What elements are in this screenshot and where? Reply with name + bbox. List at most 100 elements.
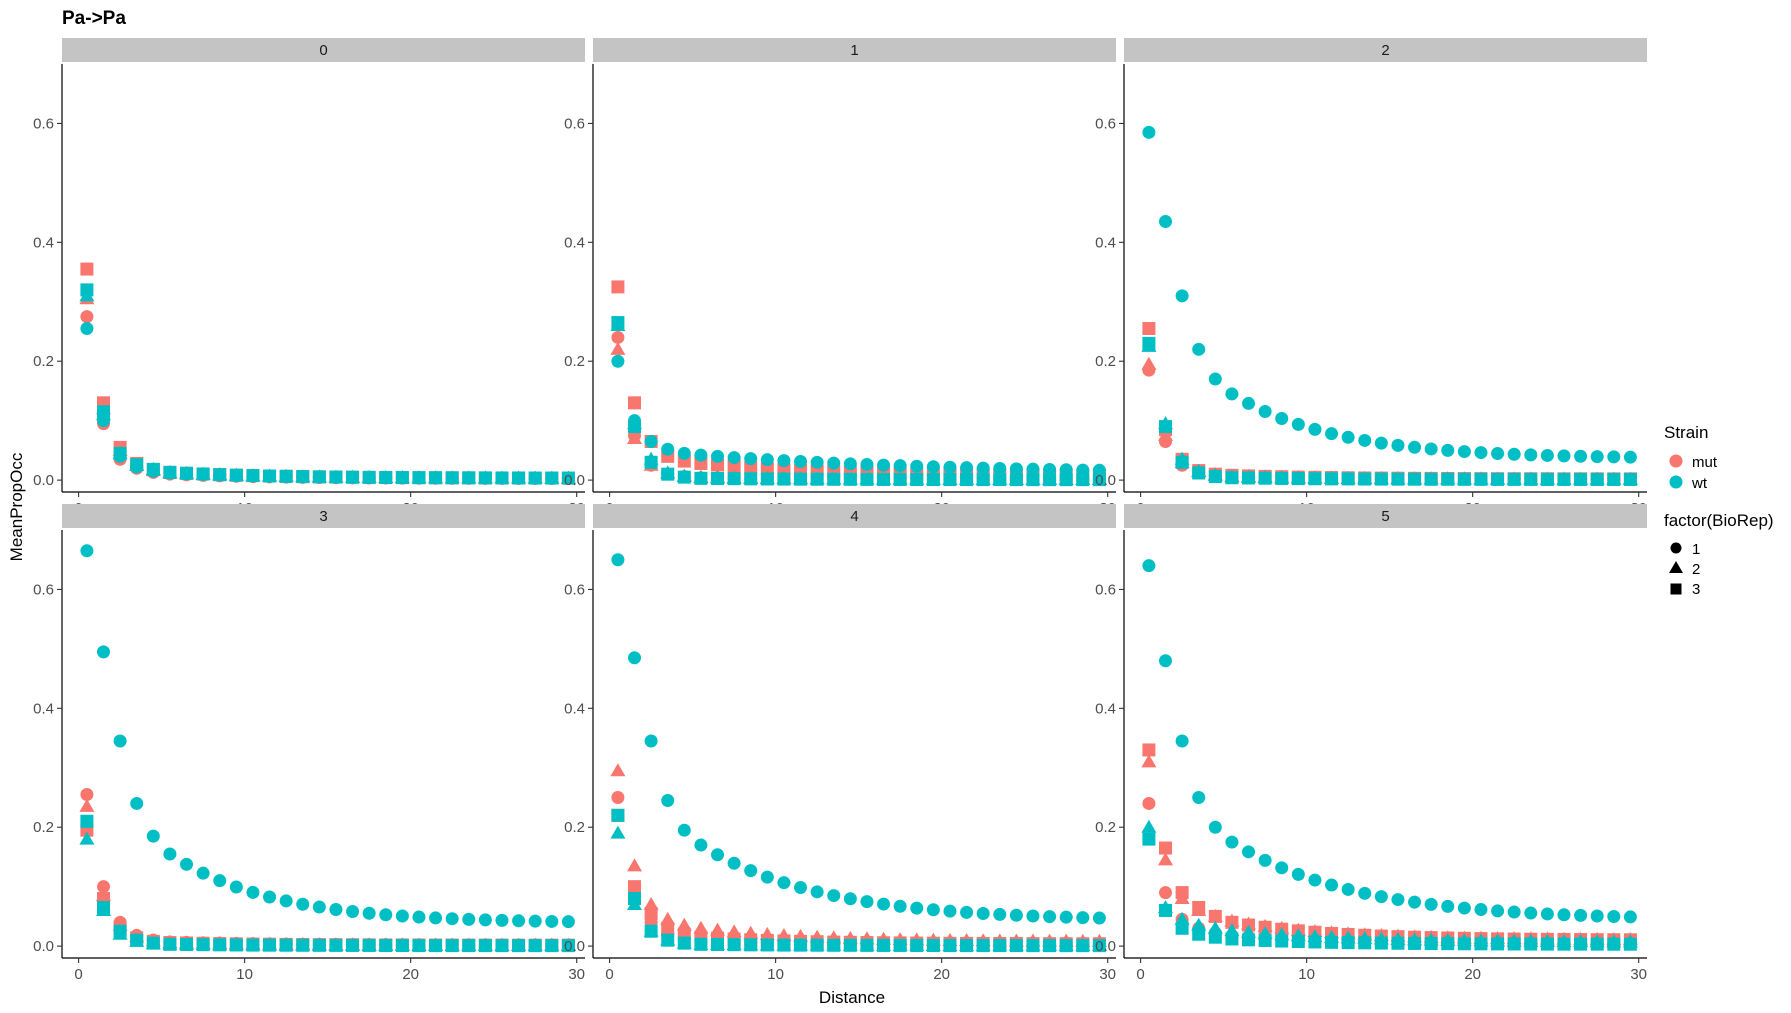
y-axis-title: MeanPropOcc bbox=[7, 452, 26, 561]
y-tick-label: 0.6 bbox=[1095, 581, 1116, 598]
point-wt-rep3 bbox=[960, 473, 974, 487]
point-wt-rep1 bbox=[1424, 442, 1438, 456]
point-wt-rep1 bbox=[163, 847, 177, 861]
point-wt-rep1 bbox=[445, 912, 459, 926]
point-wt-rep1 bbox=[1192, 791, 1206, 804]
point-wt-rep3 bbox=[1358, 936, 1372, 950]
point-wt-rep1 bbox=[246, 885, 260, 899]
point-wt-rep1 bbox=[80, 322, 94, 336]
point-wt-rep3 bbox=[1408, 472, 1422, 486]
point-wt-rep3 bbox=[1524, 937, 1538, 951]
point-mut-rep1 bbox=[611, 330, 625, 344]
point-wt-rep3 bbox=[926, 473, 940, 487]
point-wt-rep3 bbox=[1308, 935, 1322, 949]
point-mut-rep1 bbox=[97, 880, 111, 894]
point-wt-rep1 bbox=[877, 458, 891, 472]
point-wt-rep3 bbox=[1441, 472, 1455, 486]
facet-panel-5: 5 0.0 0.2 0.4 0.6 0 10 20 30 bbox=[1095, 504, 1647, 983]
point-wt-rep3 bbox=[1275, 934, 1289, 948]
point-wt-rep3 bbox=[279, 938, 293, 952]
point-wt-rep1 bbox=[1142, 559, 1156, 573]
point-mut-rep3 bbox=[628, 396, 642, 410]
legend-label-biorep-3: 3 bbox=[1692, 581, 1700, 598]
y-tick-label: 0.4 bbox=[564, 234, 585, 251]
point-wt-rep1 bbox=[843, 457, 857, 471]
point-wt-rep3 bbox=[512, 939, 526, 953]
point-wt-rep1 bbox=[1441, 899, 1455, 913]
point-wt-rep1 bbox=[677, 823, 691, 837]
point-wt-rep3 bbox=[213, 468, 227, 482]
point-wt-rep3 bbox=[827, 938, 841, 952]
point-wt-rep1 bbox=[1358, 433, 1372, 447]
point-wt-rep3 bbox=[794, 938, 808, 952]
point-wt-rep3 bbox=[843, 472, 857, 486]
y-tick-label: 0.2 bbox=[564, 819, 585, 836]
point-wt-rep3 bbox=[1225, 471, 1239, 485]
facet-strip-label: 5 bbox=[1381, 508, 1389, 525]
point-wt-rep3 bbox=[644, 924, 658, 938]
point-wt-rep3 bbox=[1026, 473, 1040, 487]
point-wt-rep1 bbox=[760, 870, 774, 884]
point-wt-rep3 bbox=[1308, 472, 1322, 486]
point-mut-rep3 bbox=[1192, 900, 1206, 914]
point-wt-rep3 bbox=[545, 471, 559, 485]
point-wt-rep3 bbox=[263, 938, 277, 952]
point-wt-rep1 bbox=[1208, 372, 1222, 386]
point-wt-rep1 bbox=[926, 903, 940, 917]
point-wt-rep3 bbox=[113, 924, 127, 938]
point-wt-rep1 bbox=[1341, 882, 1355, 896]
point-wt-rep1 bbox=[661, 442, 675, 456]
point-wt-rep1 bbox=[1242, 845, 1256, 859]
point-wt-rep2 bbox=[610, 825, 626, 839]
point-wt-rep1 bbox=[462, 912, 476, 926]
point-wt-rep1 bbox=[1225, 835, 1239, 849]
point-wt-rep3 bbox=[993, 939, 1007, 953]
point-wt-rep3 bbox=[429, 471, 443, 485]
point-wt-rep1 bbox=[677, 446, 691, 460]
point-wt-rep1 bbox=[528, 914, 542, 928]
point-mut-rep1 bbox=[80, 310, 94, 324]
point-mut-rep2 bbox=[1141, 356, 1157, 370]
x-tick-label: 20 bbox=[402, 966, 419, 983]
point-wt-rep3 bbox=[1358, 472, 1372, 486]
point-wt-rep3 bbox=[628, 420, 642, 434]
point-wt-rep3 bbox=[1590, 472, 1604, 486]
point-mut-rep3 bbox=[1142, 322, 1156, 336]
point-wt-rep3 bbox=[146, 936, 160, 950]
point-wt-rep3 bbox=[97, 900, 111, 914]
x-tick-label: 30 bbox=[1630, 966, 1647, 983]
point-wt-rep3 bbox=[130, 933, 144, 947]
point-wt-rep1 bbox=[1258, 853, 1272, 867]
point-wt-rep3 bbox=[1076, 939, 1090, 953]
point-wt-rep3 bbox=[628, 892, 642, 906]
y-tick-label: 0.0 bbox=[564, 472, 585, 489]
legend-label-mut: mut bbox=[1692, 454, 1718, 471]
point-wt-rep3 bbox=[1491, 472, 1505, 486]
point-wt-rep3 bbox=[1325, 935, 1339, 949]
facet-strip bbox=[593, 38, 1116, 62]
point-wt-rep3 bbox=[611, 808, 625, 822]
point-wt-rep3 bbox=[1457, 937, 1471, 951]
y-tick-label: 0.0 bbox=[33, 472, 54, 489]
point-wt-rep3 bbox=[727, 938, 741, 952]
point-wt-rep3 bbox=[794, 472, 808, 486]
point-wt-rep3 bbox=[1325, 472, 1339, 486]
point-wt-rep3 bbox=[445, 471, 459, 485]
point-wt-rep3 bbox=[246, 938, 260, 952]
point-wt-rep3 bbox=[1507, 937, 1521, 951]
y-tick-label: 0.6 bbox=[33, 115, 54, 132]
point-mut-rep3 bbox=[628, 880, 642, 894]
x-tick-label: 0 bbox=[605, 966, 613, 983]
legend-title-strain: Strain bbox=[1664, 423, 1708, 442]
point-wt-rep1 bbox=[926, 460, 940, 474]
point-wt-rep3 bbox=[146, 462, 160, 476]
point-wt-rep3 bbox=[860, 472, 874, 486]
x-axis-title: Distance bbox=[819, 988, 885, 1007]
point-wt-rep3 bbox=[395, 471, 409, 485]
point-wt-rep1 bbox=[843, 892, 857, 906]
point-wt-rep3 bbox=[1574, 472, 1588, 486]
point-mut-rep3 bbox=[661, 921, 675, 935]
point-wt-rep1 bbox=[628, 651, 642, 665]
y-tick-label: 0.6 bbox=[1095, 115, 1116, 132]
